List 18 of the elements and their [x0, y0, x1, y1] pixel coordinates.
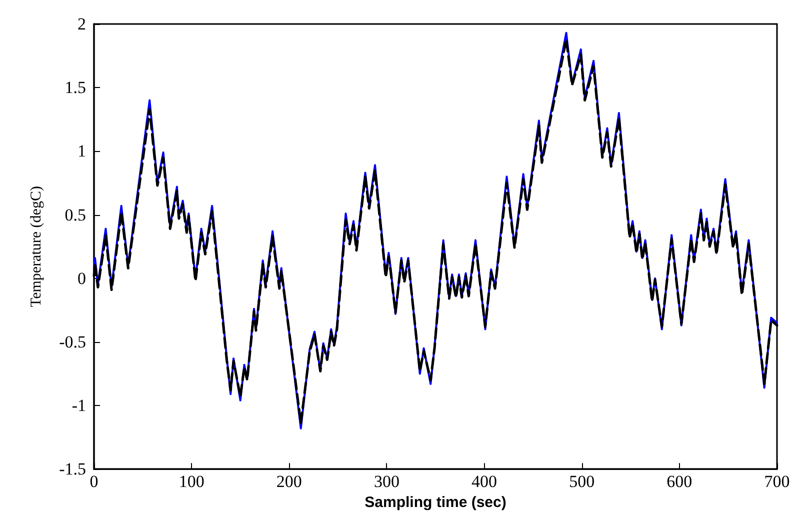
y-tick-label: -1.5: [59, 460, 86, 479]
x-axis-title: Sampling time (sec): [364, 494, 506, 511]
y-tick-label: -0.5: [59, 332, 86, 352]
x-tick-label: 100: [178, 472, 204, 492]
x-tick-label: 700: [764, 472, 790, 492]
y-tick-label: -1: [72, 396, 86, 416]
x-tick-label: 500: [569, 472, 595, 492]
x-tick-label: 400: [472, 472, 498, 492]
x-tick-label: 200: [276, 472, 302, 492]
y-tick-label: 2: [78, 14, 86, 34]
y-tick-label: 1: [78, 142, 86, 161]
y-tick-label: 0: [78, 268, 86, 288]
y-tick-label: 1.5: [64, 78, 86, 98]
y-tick-label: 0.5: [64, 205, 86, 224]
y-axis-title: Temperature (degC): [28, 186, 44, 308]
x-tick-label: 0: [90, 472, 98, 492]
x-tick-label: 300: [374, 472, 400, 492]
x-tick-label: 600: [666, 472, 692, 492]
